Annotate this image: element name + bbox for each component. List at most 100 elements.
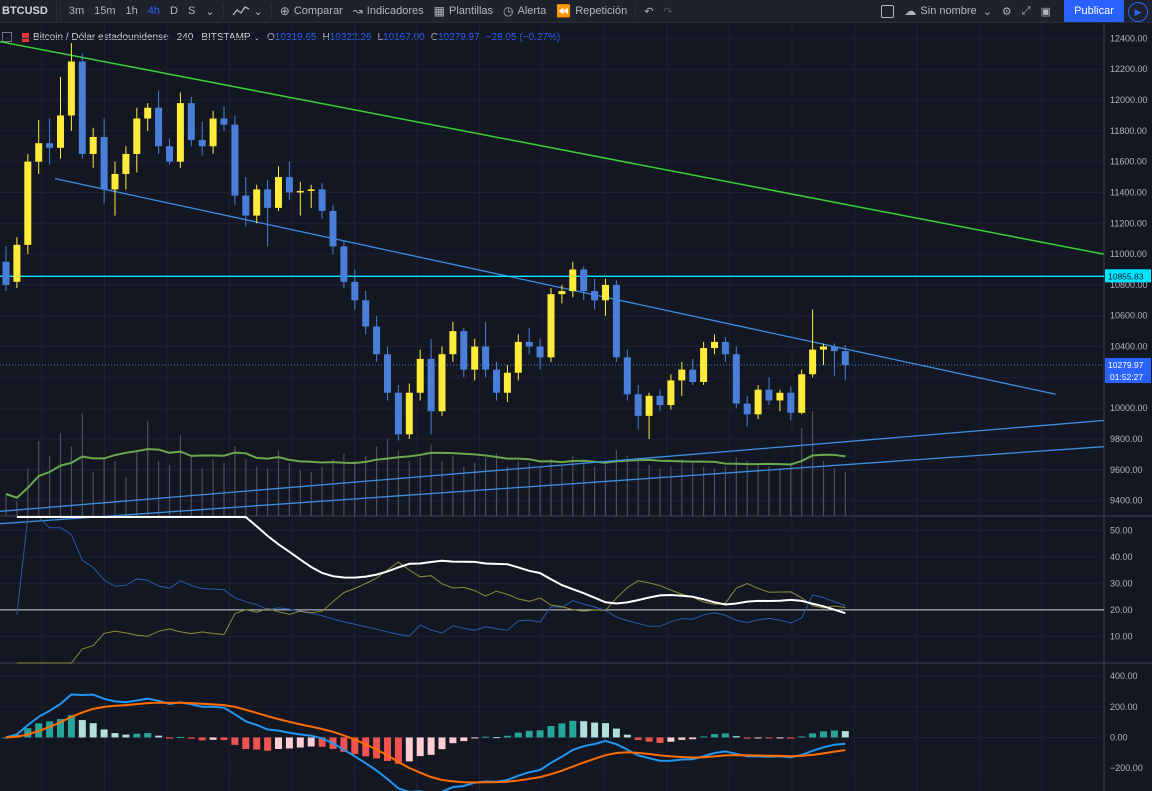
- plus-di-line: [16, 516, 846, 637]
- macd-histogram-bar: [384, 737, 391, 761]
- candle-body: [100, 137, 108, 190]
- volume-bar: [670, 466, 672, 516]
- candle-body: [78, 61, 86, 154]
- candle-body: [264, 189, 272, 208]
- volume-bar: [136, 451, 138, 516]
- fullscreen-checkbox-icon[interactable]: [876, 0, 899, 22]
- alert-button[interactable]: ◷ Alerta: [498, 0, 551, 22]
- series-exchange: BITSTAMP: [201, 31, 251, 43]
- interval-dropdown-icon[interactable]: ⌄: [205, 5, 215, 18]
- price-tick-label: 12400.00: [1110, 33, 1148, 43]
- volume-bar: [550, 459, 552, 516]
- candle-body: [776, 392, 784, 401]
- chart-type-icon[interactable]: ⌄: [227, 0, 268, 22]
- series-title[interactable]: Bitcoin / Dólar estadounidense: [33, 31, 169, 43]
- candle-body: [689, 369, 697, 382]
- macd-histogram-bar: [209, 737, 217, 740]
- macd-histogram-bar: [438, 737, 446, 750]
- volume-bar: [506, 466, 508, 516]
- adx-tick-label: 40.00: [1110, 552, 1133, 562]
- compare-button[interactable]: ⊕ Comparar: [275, 0, 348, 22]
- candle-body: [754, 389, 762, 415]
- candle-body: [285, 177, 293, 193]
- volume-bar: [332, 459, 334, 516]
- macd-tick-label: 400.00: [1110, 671, 1138, 681]
- macd-histogram-bar: [351, 737, 359, 755]
- camera-icon[interactable]: ▣: [1040, 5, 1051, 18]
- candle-body: [318, 189, 326, 211]
- volume-bar: [212, 459, 214, 516]
- macd-histogram-bar: [362, 737, 370, 757]
- volume-bar: [49, 455, 51, 516]
- candle-body: [732, 354, 740, 404]
- interval-4h[interactable]: 4h: [147, 5, 161, 17]
- candle-body: [296, 190, 304, 193]
- interval-D[interactable]: D: [170, 5, 178, 17]
- volume-bar: [430, 444, 432, 516]
- candle-body: [2, 261, 10, 285]
- interval-1h[interactable]: 1h: [125, 5, 138, 17]
- macd-histogram-bar: [471, 737, 479, 739]
- volume-bar: [16, 501, 18, 516]
- series-interval: 240: [176, 31, 194, 43]
- symbol-search[interactable]: BTCUSD: [0, 0, 57, 22]
- macd-histogram-bar: [285, 737, 293, 749]
- templates-icon: ▦: [433, 4, 446, 18]
- price-tick-label: 11200.00: [1110, 218, 1147, 228]
- minus-di-line: [16, 561, 846, 664]
- price-tick-label: 9600.00: [1110, 465, 1143, 475]
- candle-body: [24, 161, 32, 245]
- volume-bar: [256, 466, 258, 516]
- candle-body: [678, 369, 686, 381]
- macd-signal-line: [5, 701, 846, 784]
- interval-3m[interactable]: 3m: [68, 5, 85, 17]
- chevron-down-icon[interactable]: ⌄: [252, 31, 261, 43]
- chart-canvas[interactable]: 12400.00 12200.00 12000.00 11800.00 11600.00…: [0, 23, 1152, 791]
- macd-histogram-bar: [220, 737, 228, 741]
- redo-icon[interactable]: ↷: [663, 5, 673, 18]
- macd-histogram-bar: [830, 730, 838, 738]
- close-value: 10279.97: [437, 31, 480, 43]
- macd-histogram-bar: [46, 721, 54, 738]
- price-tick-label: 11400.00: [1110, 187, 1147, 197]
- undo-icon[interactable]: ↶: [644, 5, 654, 18]
- candle-body: [46, 143, 54, 148]
- candle-body: [721, 341, 729, 355]
- publish-button[interactable]: Publicar: [1064, 0, 1124, 22]
- macd-histogram-bar: [122, 734, 130, 738]
- volume-bar: [397, 450, 399, 516]
- price-tick-label: 12000.00: [1110, 95, 1148, 105]
- layout-name-dropdown[interactable]: ☁ Sin nombre ⌄: [904, 4, 992, 18]
- templates-button[interactable]: ▦ Plantillas: [429, 0, 498, 22]
- volume-bar: [790, 462, 792, 516]
- candle-body: [176, 103, 184, 162]
- volume-bar: [528, 462, 530, 516]
- volume-bar: [539, 466, 541, 516]
- candle-body: [482, 346, 490, 370]
- replay-button[interactable]: ⏪ Repetición: [551, 0, 632, 22]
- volume-bar: [376, 446, 378, 516]
- indicators-button[interactable]: ↝ Indicadores: [348, 0, 429, 22]
- candle-body: [133, 118, 141, 154]
- candle-body: [144, 107, 152, 119]
- high-value: 10322.26: [329, 31, 372, 43]
- fullscreen-icon[interactable]: ⤢: [1021, 4, 1031, 17]
- volume-bar: [158, 461, 160, 516]
- macd-histogram-bar: [787, 737, 795, 739]
- macd-line: [5, 693, 846, 791]
- toolbar-divider: [59, 3, 61, 19]
- macd-histogram-bar: [558, 723, 566, 738]
- interval-15m[interactable]: 15m: [94, 5, 116, 17]
- play-icon[interactable]: ▶: [1128, 2, 1148, 22]
- volume-bar: [354, 461, 356, 516]
- candle-body: [67, 61, 75, 116]
- interval-S[interactable]: S: [187, 5, 196, 17]
- settings-gear-icon[interactable]: ⚙: [1001, 5, 1012, 18]
- macd-histogram-bar: [198, 737, 206, 741]
- volume-bar: [474, 462, 476, 516]
- macd-tick-label: 0.00: [1110, 732, 1128, 742]
- collapse-legend-icon[interactable]: [2, 32, 12, 42]
- adx-tick-label: 30.00: [1110, 578, 1133, 588]
- adx-tick-label: 20.00: [1110, 605, 1133, 615]
- bar-countdown-label: 01:52:27: [1110, 372, 1143, 382]
